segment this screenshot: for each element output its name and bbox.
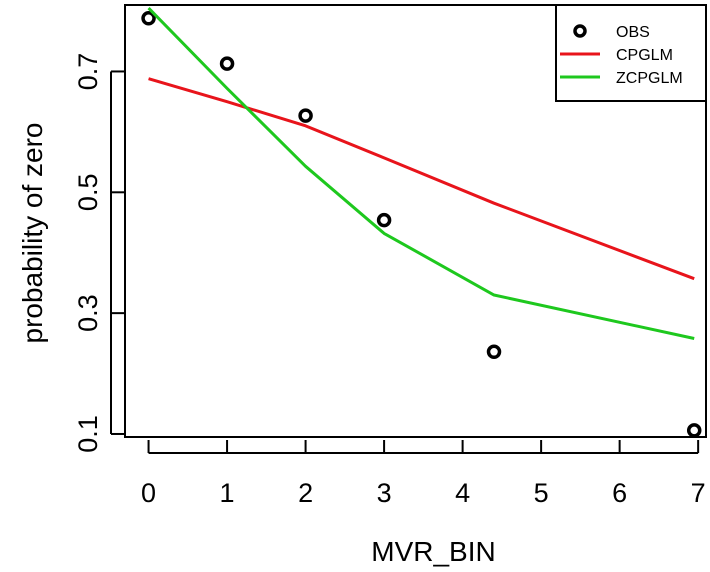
x-tick-label: 6 [612,478,627,508]
x-tick-label: 7 [691,478,706,508]
x-tick-label: 4 [455,478,470,508]
data-point-obs [219,56,235,71]
legend-label-obs: OBS [616,24,650,41]
y-axis-title: probability of zero [17,122,48,343]
x-tick-label: 0 [141,478,156,508]
y-tick-label: 0.7 [73,53,103,91]
y-tick-label: 0.3 [73,294,103,332]
legend-label-zcpglm: ZCPGLM [616,70,683,87]
series-layer [141,6,702,438]
legend: OBS CPGLM ZCPGLM [555,4,707,102]
data-point-obs [486,344,502,360]
legend-symbol-obs [573,24,587,38]
x-tick-label: 5 [534,478,549,508]
x-tick-label: 1 [220,478,235,508]
legend-label-cpglm: CPGLM [616,47,673,64]
y-tick-label: 0.1 [73,415,103,453]
data-point-obs [141,11,156,26]
series-line-cpglm [148,77,695,281]
x-tick-label: 2 [298,478,313,508]
axes: 0 1 2 3 4 5 6 7 0.1 0.3 0.5 0.7 [73,53,706,508]
plot-border [124,4,707,438]
series-line-zcpglm [147,6,695,340]
data-point-obs [298,108,313,123]
plot-frame [124,4,707,438]
x-axis-title: MVR_BIN [371,536,495,567]
y-tick-label: 0.5 [73,174,103,212]
data-point-obs [686,423,702,438]
data-point-obs [376,212,392,228]
x-tick-label: 3 [377,478,392,508]
